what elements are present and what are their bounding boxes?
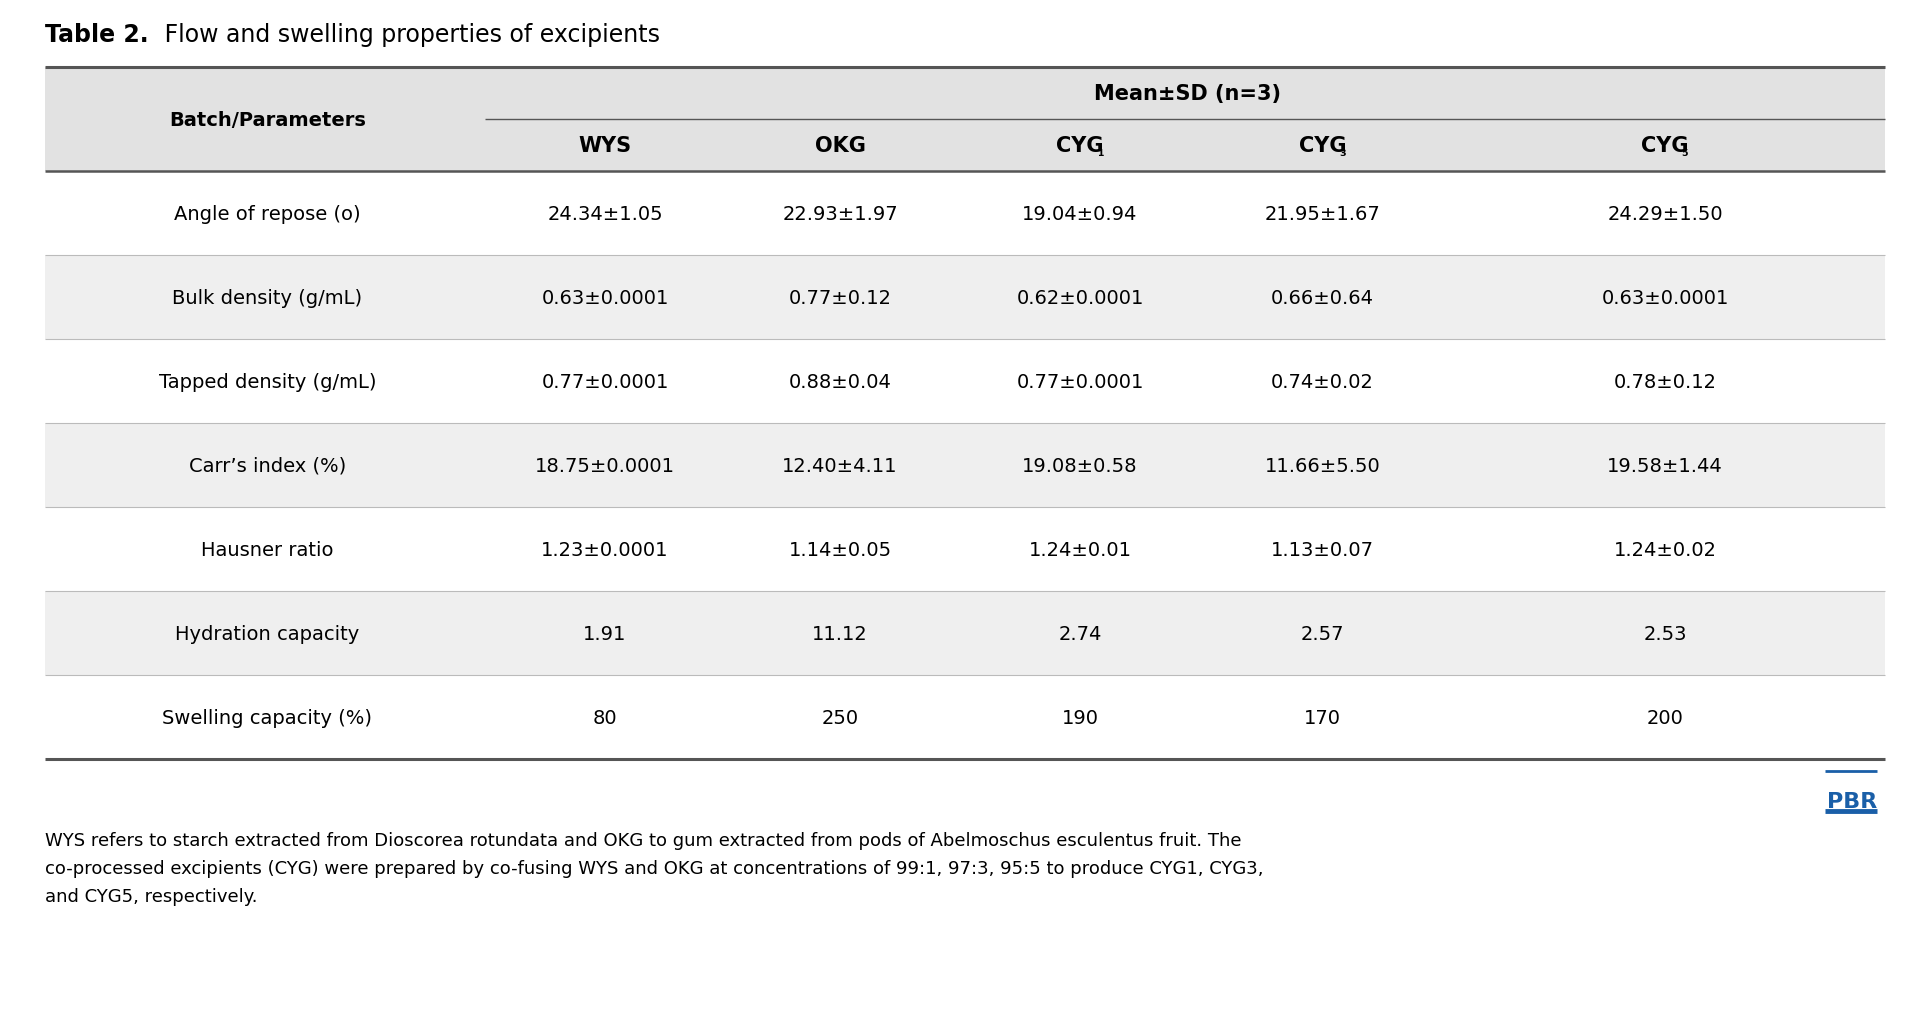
Text: CYG: CYG — [1056, 135, 1104, 156]
Text: 22.93±1.97: 22.93±1.97 — [783, 204, 898, 223]
Text: 190: 190 — [1061, 708, 1098, 727]
Text: and CYG5, respectively.: and CYG5, respectively. — [44, 887, 258, 905]
Text: 19.58±1.44: 19.58±1.44 — [1608, 456, 1723, 475]
Text: WYS refers to starch extracted from Dioscorea rotundata and OKG to gum extracted: WYS refers to starch extracted from Dios… — [44, 831, 1242, 849]
Text: 0.78±0.12: 0.78±0.12 — [1613, 372, 1717, 391]
Text: 1.23±0.0001: 1.23±0.0001 — [540, 540, 669, 559]
Text: WYS: WYS — [579, 135, 631, 156]
Text: 2.57: 2.57 — [1300, 624, 1344, 643]
Text: 18.75±0.0001: 18.75±0.0001 — [535, 456, 675, 475]
Text: Angle of repose (o): Angle of repose (o) — [175, 204, 362, 223]
Text: 1.13±0.07: 1.13±0.07 — [1271, 540, 1375, 559]
Text: 1.91: 1.91 — [583, 624, 627, 643]
Text: ₁: ₁ — [1096, 144, 1104, 159]
Text: 0.63±0.0001: 0.63±0.0001 — [1602, 288, 1729, 307]
Text: 0.63±0.0001: 0.63±0.0001 — [540, 288, 669, 307]
Text: Swelling capacity (%): Swelling capacity (%) — [163, 708, 373, 727]
Text: ₃: ₃ — [1338, 144, 1346, 159]
Text: 0.77±0.12: 0.77±0.12 — [788, 288, 892, 307]
Text: 200: 200 — [1646, 708, 1683, 727]
Text: Flow and swelling properties of excipients: Flow and swelling properties of excipien… — [158, 23, 660, 47]
Text: 0.77±0.0001: 0.77±0.0001 — [540, 372, 669, 391]
Text: CYG: CYG — [1298, 135, 1346, 156]
Text: 0.77±0.0001: 0.77±0.0001 — [1017, 372, 1144, 391]
Text: Bulk density (g/mL): Bulk density (g/mL) — [173, 288, 363, 307]
Text: 19.08±0.58: 19.08±0.58 — [1023, 456, 1138, 475]
Text: 19.04±0.94: 19.04±0.94 — [1023, 204, 1138, 223]
Text: 170: 170 — [1304, 708, 1340, 727]
Text: 80: 80 — [592, 708, 617, 727]
Text: PBR: PBR — [1827, 792, 1877, 811]
Text: 24.34±1.05: 24.34±1.05 — [548, 204, 663, 223]
Text: 11.12: 11.12 — [812, 624, 867, 643]
Bar — [44, 256, 1885, 340]
Text: Hydration capacity: Hydration capacity — [175, 624, 360, 643]
Text: 12.40±4.11: 12.40±4.11 — [783, 456, 898, 475]
Text: Carr’s index (%): Carr’s index (%) — [188, 456, 346, 475]
Text: OKG: OKG — [815, 135, 865, 156]
Text: 21.95±1.67: 21.95±1.67 — [1265, 204, 1381, 223]
Text: 11.66±5.50: 11.66±5.50 — [1265, 456, 1381, 475]
Bar — [44, 591, 1885, 675]
Text: 24.29±1.50: 24.29±1.50 — [1608, 204, 1723, 223]
Text: 0.74±0.02: 0.74±0.02 — [1271, 372, 1373, 391]
Text: Batch/Parameters: Batch/Parameters — [169, 110, 365, 129]
Text: co-processed excipients (CYG) were prepared by co-fusing WYS and OKG at concentr: co-processed excipients (CYG) were prepa… — [44, 859, 1263, 878]
Text: 2.53: 2.53 — [1644, 624, 1686, 643]
Text: Tapped density (g/mL): Tapped density (g/mL) — [160, 372, 377, 391]
Text: ₅: ₅ — [1681, 144, 1688, 159]
Text: 0.66±0.64: 0.66±0.64 — [1271, 288, 1375, 307]
Text: CYG: CYG — [1640, 135, 1688, 156]
Text: 1.24±0.02: 1.24±0.02 — [1613, 540, 1717, 559]
Text: 1.24±0.01: 1.24±0.01 — [1029, 540, 1131, 559]
Bar — [44, 68, 1885, 172]
Text: Mean±SD (n=3): Mean±SD (n=3) — [1094, 84, 1281, 104]
Text: 0.88±0.04: 0.88±0.04 — [788, 372, 892, 391]
Text: 1.14±0.05: 1.14±0.05 — [788, 540, 892, 559]
Bar — [44, 424, 1885, 508]
Text: Table 2.: Table 2. — [44, 23, 148, 47]
Text: Hausner ratio: Hausner ratio — [202, 540, 335, 559]
Text: 250: 250 — [821, 708, 858, 727]
Text: 2.74: 2.74 — [1058, 624, 1102, 643]
Text: 0.62±0.0001: 0.62±0.0001 — [1017, 288, 1144, 307]
